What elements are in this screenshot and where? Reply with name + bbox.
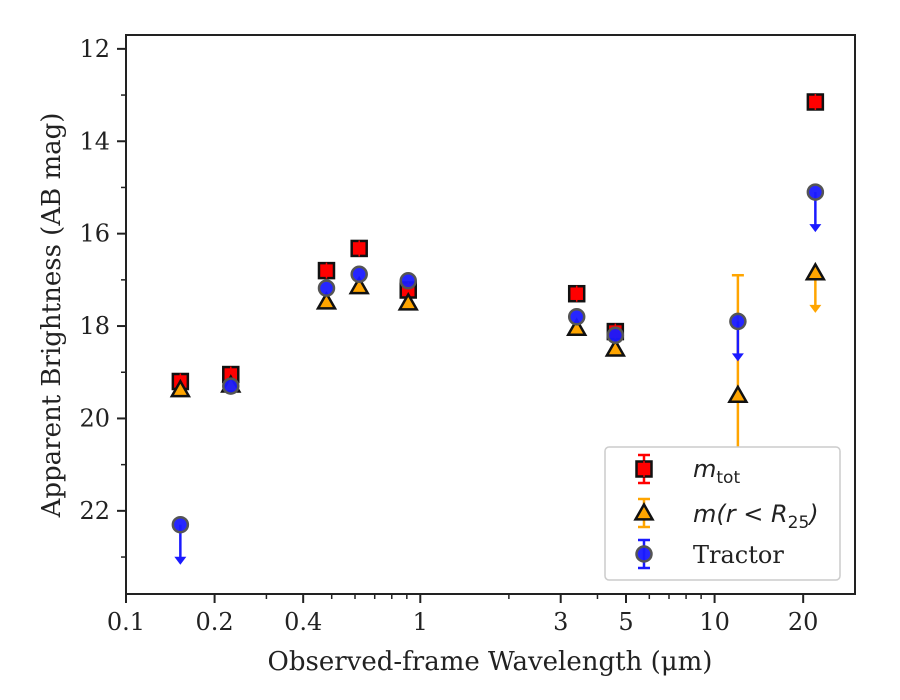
point-tractor bbox=[567, 308, 586, 326]
legend-mr25-main: m(r < R bbox=[693, 500, 788, 528]
legend-label-mtot: mtot bbox=[693, 455, 740, 488]
point-mr25 bbox=[804, 261, 827, 281]
x-tick-label: 0.2 bbox=[196, 608, 234, 636]
point-mr25-arrow-head bbox=[809, 304, 822, 313]
point-tractor bbox=[171, 515, 190, 534]
point-tractor bbox=[317, 279, 336, 297]
legend-marker-mr25 bbox=[633, 501, 655, 521]
x-tick-label: 0.4 bbox=[284, 608, 322, 636]
y-tick-label: 16 bbox=[79, 220, 110, 248]
plot-frame bbox=[125, 34, 856, 595]
marks-layer bbox=[169, 93, 827, 565]
point-tractor bbox=[399, 272, 417, 290]
point-mr25 bbox=[397, 291, 419, 311]
ticks-layer: 0.1 0.2 0.4 1 3 5 10 20 12 14 16 18 20 22 bbox=[79, 35, 818, 636]
point-tractor bbox=[606, 326, 625, 345]
y-tick-label: 18 bbox=[79, 312, 110, 340]
point-mr25 bbox=[315, 291, 338, 310]
x-tick-label: 1 bbox=[413, 608, 428, 636]
legend-marker-tractor bbox=[635, 545, 653, 563]
x-tick-label: 0.1 bbox=[107, 608, 145, 636]
y-tick-label: 14 bbox=[79, 127, 110, 155]
point-tractor bbox=[222, 377, 240, 395]
point-mr25 bbox=[169, 378, 192, 398]
x-tick-label: 10 bbox=[699, 608, 730, 636]
point-tractor-arrow-head bbox=[731, 353, 744, 362]
legend-label-tractor: Tractor bbox=[693, 541, 784, 569]
y-tick-label: 22 bbox=[79, 497, 110, 525]
point-tractor-arrow-head bbox=[809, 224, 822, 233]
point-tractor bbox=[806, 183, 825, 201]
y-tick-label: 20 bbox=[79, 404, 110, 432]
x-tick-label: 5 bbox=[618, 608, 633, 636]
point-mr25 bbox=[348, 275, 370, 295]
point-mr25 bbox=[566, 317, 588, 336]
point-tractor bbox=[729, 312, 747, 331]
legend-markers bbox=[633, 453, 655, 570]
x-tick-label: 3 bbox=[553, 608, 568, 636]
legend-label-mr25: m(r < R25) bbox=[693, 500, 819, 533]
legend-box bbox=[604, 446, 841, 581]
y-tick-label: 12 bbox=[79, 35, 110, 63]
point-tractor bbox=[350, 265, 368, 284]
legend-mr25-sub: 25 bbox=[788, 513, 810, 533]
point-mr25 bbox=[604, 338, 626, 357]
point-tractor-arrow-head bbox=[174, 556, 187, 565]
legend-mtot-sub: tot bbox=[716, 468, 740, 488]
x-axis-label: Observed-frame Wavelength (μm) bbox=[268, 647, 713, 677]
legend: mtot m(r < R25) Tractor bbox=[604, 446, 841, 581]
legend-mr25-close: ) bbox=[807, 500, 818, 528]
point-mr25 bbox=[727, 384, 749, 403]
legend-mtot-main: m bbox=[693, 455, 716, 483]
x-tick-label: 20 bbox=[788, 608, 819, 636]
y-axis-label: Apparent Brightness (AB mag) bbox=[37, 113, 67, 519]
